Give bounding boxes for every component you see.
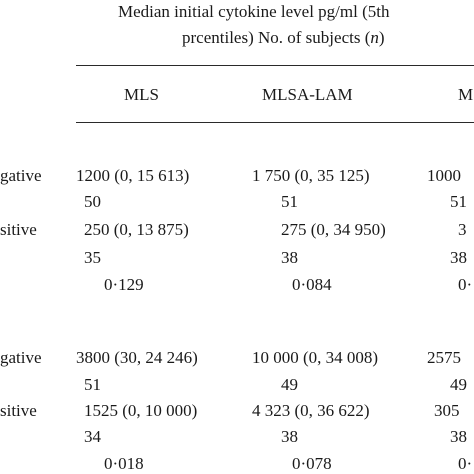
table-cell: 305: [434, 401, 460, 420]
table-cell: 1200 (0, 15 613): [76, 166, 190, 185]
table-cell: 51: [84, 375, 101, 394]
row-label: gative: [0, 166, 42, 185]
table-cell: 49: [450, 375, 467, 394]
table-cell: 275 (0, 34 950): [281, 220, 386, 239]
table-header-line-1: Median initial cytokine level pg/ml (5th: [118, 2, 390, 21]
table-cell-p-value: 0·129: [104, 275, 144, 294]
table-cell-p-value: 0·: [458, 275, 473, 294]
header-n: n: [370, 28, 379, 47]
table-cell: 38: [281, 427, 298, 446]
header-text: prcentiles) No. of subjects (: [182, 28, 371, 47]
table-cell: 1525 (0, 10 000): [84, 401, 198, 420]
table-cell-p-value: 0·: [458, 454, 473, 473]
table-cell: 51: [450, 192, 467, 211]
table-cell: 1000: [427, 166, 461, 185]
table-cell: 38: [281, 248, 298, 267]
table-cell: 35: [84, 248, 101, 267]
table-cell: 50: [84, 192, 101, 211]
table-cell: 1 750 (0, 35 125): [252, 166, 370, 185]
table-cell: 38: [450, 427, 467, 446]
table-cell: 3: [458, 220, 467, 239]
row-label: sitive: [0, 220, 37, 239]
table-cell: 34: [84, 427, 101, 446]
table-cell: 250 (0, 13 875): [84, 220, 189, 239]
column-header-mls: MLS: [124, 85, 159, 104]
column-header-rule: [76, 122, 474, 123]
table-cell: 49: [281, 375, 298, 394]
table-cell-p-value: 0·018: [104, 454, 144, 473]
table-cell: 2575: [427, 348, 461, 367]
table-header-line-2: prcentiles) No. of subjects (n): [182, 29, 385, 46]
table-cell: 51: [281, 192, 298, 211]
table-cell: 4 323 (0, 36 622): [252, 401, 370, 420]
row-label: gative: [0, 348, 42, 367]
header-rule: [76, 65, 474, 66]
table-cell-p-value: 0·084: [292, 275, 332, 294]
column-header-m: M: [458, 85, 474, 104]
column-header-mlsa-lam: MLSA-LAM: [262, 85, 353, 104]
table-cell: 3800 (30, 24 246): [76, 348, 198, 367]
header-close: ): [378, 28, 385, 47]
table-cell-p-value: 0·078: [292, 454, 332, 473]
row-label: sitive: [0, 401, 37, 420]
table-cell: 38: [450, 248, 467, 267]
table-cell: 10 000 (0, 34 008): [252, 348, 379, 367]
